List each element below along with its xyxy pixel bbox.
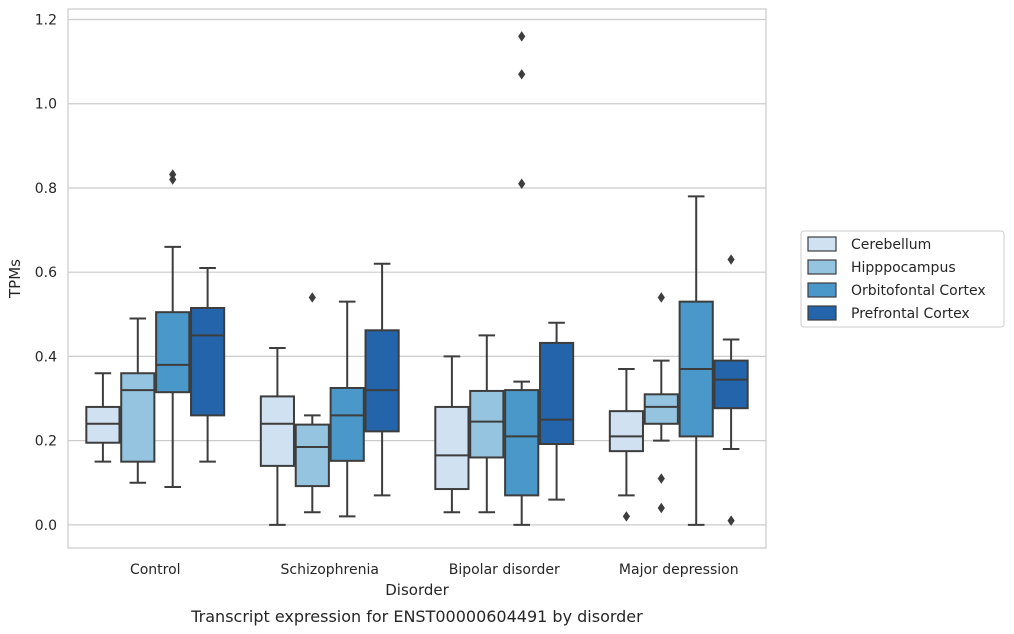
box-body bbox=[713, 359, 749, 410]
legend-label: Hipppocampus bbox=[851, 260, 956, 276]
box-body bbox=[643, 393, 679, 425]
outlier-point bbox=[657, 502, 665, 514]
box-hipppocampus-control bbox=[120, 317, 156, 484]
box-cerebellum-schizophrenia bbox=[259, 346, 295, 526]
x-axis-title: Disorder bbox=[385, 581, 449, 599]
plot-frame bbox=[67, 8, 767, 549]
box-body bbox=[155, 311, 191, 394]
outlier-point bbox=[622, 511, 630, 522]
y-axis-title: TPMs bbox=[6, 259, 24, 299]
y-tick-label: 1.0 bbox=[35, 97, 57, 113]
x-axis-ticks: Control Schizophrenia Bipolar disorder Majo… bbox=[130, 562, 739, 578]
y-tick-label: 0.6 bbox=[35, 265, 57, 281]
box-cerebellum-bipolar-disorder bbox=[434, 355, 470, 514]
legend-swatch bbox=[807, 305, 837, 321]
outlier-point bbox=[657, 473, 665, 484]
y-tick-label: 0.0 bbox=[35, 518, 57, 534]
boxes bbox=[85, 31, 749, 526]
legend-swatch bbox=[807, 259, 837, 275]
outlier-point bbox=[518, 69, 526, 80]
box-body bbox=[329, 386, 365, 462]
box-body bbox=[259, 395, 295, 467]
box-prefrontal-cortex-schizophrenia bbox=[364, 262, 400, 497]
box-body bbox=[190, 306, 226, 417]
y-tick-label: 0.2 bbox=[35, 434, 57, 450]
box-body bbox=[504, 389, 540, 497]
x-tick-label: Control bbox=[130, 562, 181, 578]
y-tick-label: 0.8 bbox=[35, 181, 57, 197]
box-body bbox=[469, 389, 505, 459]
y-tick-label: 1.2 bbox=[35, 13, 57, 29]
outlier-point bbox=[518, 178, 526, 189]
box-body bbox=[608, 410, 644, 453]
outlier-point bbox=[169, 169, 177, 180]
legend-swatch bbox=[807, 282, 837, 298]
x-tick-label: Major depression bbox=[619, 562, 739, 578]
legend-frame bbox=[800, 230, 1005, 328]
x-tick-label: Bipolar disorder bbox=[449, 562, 560, 578]
box-orbitofontal-cortex-bipolar-disorder bbox=[504, 31, 540, 526]
x-tick-label: Schizophrenia bbox=[281, 562, 379, 578]
box-hipppocampus-major-depression bbox=[643, 292, 679, 514]
outlier-point bbox=[727, 254, 735, 265]
box-prefrontal-cortex-control bbox=[190, 266, 226, 463]
box-hipppocampus-schizophrenia bbox=[294, 292, 330, 514]
box-prefrontal-cortex-bipolar-disorder bbox=[539, 321, 575, 501]
legend: Cerebellum Hipppocampus Orbitofontal Corte… bbox=[800, 230, 1005, 328]
box-body bbox=[539, 341, 575, 445]
box-cerebellum-major-depression bbox=[608, 368, 644, 522]
box-body bbox=[120, 372, 156, 463]
box-orbitofontal-cortex-control bbox=[155, 169, 191, 488]
chart-caption: Transcript expression for ENST0000060449… bbox=[190, 607, 643, 626]
outlier-point bbox=[518, 31, 526, 42]
box-body bbox=[294, 423, 330, 488]
box-prefrontal-cortex-major-depression bbox=[713, 254, 749, 526]
box-hipppocampus-bipolar-disorder bbox=[469, 334, 505, 514]
legend-label: Prefrontal Cortex bbox=[851, 306, 970, 322]
y-tick-label: 0.4 bbox=[35, 349, 57, 365]
legend-label: Orbitofontal Cortex bbox=[851, 283, 986, 299]
legend-label: Cerebellum bbox=[851, 237, 931, 253]
legend-swatch bbox=[807, 236, 837, 252]
y-axis-ticks: 0.0 0.2 0.4 0.6 0.8 1.0 1.2 bbox=[35, 13, 57, 534]
outlier-point bbox=[657, 292, 665, 303]
box-body bbox=[434, 405, 470, 491]
box-body bbox=[85, 405, 121, 444]
box-body bbox=[364, 329, 400, 433]
box-orbitofontal-cortex-major-depression bbox=[678, 195, 714, 526]
outlier-point bbox=[727, 515, 735, 526]
box-orbitofontal-cortex-schizophrenia bbox=[329, 300, 365, 518]
box-cerebellum-control bbox=[85, 372, 121, 463]
outlier-point bbox=[308, 292, 316, 303]
